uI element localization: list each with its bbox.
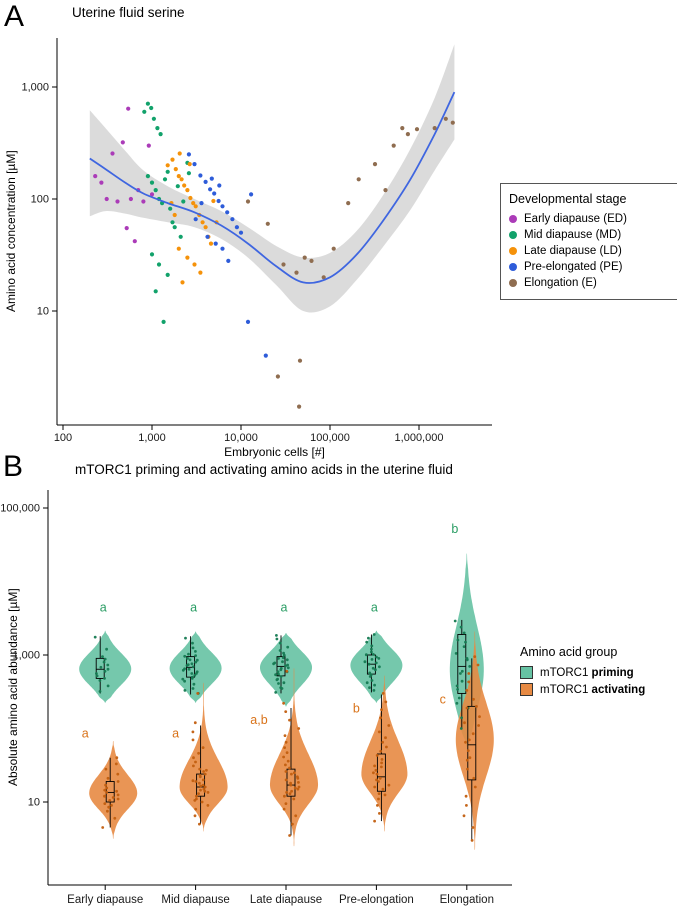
violin-priming-1 — [169, 631, 222, 703]
points-priming-3 — [363, 633, 381, 692]
svg-text:Late diapause: Late diapause — [250, 894, 322, 906]
panel-b: B mTORC1 priming and activating amino ac… — [0, 450, 677, 918]
panel-a-x-axis-label: Embryonic cells [#] — [224, 445, 325, 459]
sig-letter-priming-4: b — [451, 522, 458, 536]
panel-a-title: Uterine fluid serine — [72, 5, 185, 20]
legend-item-mtorc1-activating: mTORC1 activating — [520, 683, 676, 696]
points-activating-1 — [191, 692, 210, 826]
legend-item-elongation: Elongation (E) — [509, 277, 677, 289]
svg-text:1,000: 1,000 — [21, 82, 49, 94]
legend-item-label: mTORC1 priming — [540, 666, 634, 679]
violin-priming-0 — [79, 630, 132, 703]
points-activating-4 — [462, 655, 481, 842]
svg-text:1,000: 1,000 — [138, 432, 166, 444]
svg-text:Early diapause: Early diapause — [67, 894, 143, 906]
sig-letter-activating-3: b — [353, 702, 360, 716]
legend-item-mid-diapause: Mid diapause (MD) — [509, 229, 677, 241]
legend-title: Amino acid group — [520, 645, 618, 659]
points-activating-2 — [282, 669, 301, 837]
panel-a-axes: 100 1,000 10,000 100,000 1,000,000 10 100 1,000 — [21, 38, 492, 444]
boxplot-activating-4 — [467, 658, 477, 841]
mid-diapause-dot-icon — [509, 231, 517, 239]
activating-swatch-icon — [520, 683, 533, 696]
legend-item-early-diapause: Early diapause (ED) — [509, 213, 677, 225]
points-activating-3 — [372, 692, 391, 823]
priming-swatch-icon — [520, 666, 533, 679]
legend-item-label: Pre-elongated (PE) — [524, 261, 623, 273]
legend-item-label: Late diapause (LD) — [524, 245, 622, 257]
panel-b-plot: a a a a a a,b a b b c 10 1,000 100,000 Early diapause… — [0, 490, 512, 906]
scatter-series-md — [142, 101, 191, 324]
violin-activating-0 — [89, 741, 138, 839]
sig-letter-priming-3: a — [371, 601, 378, 615]
violin-activating-3 — [361, 675, 408, 832]
svg-text:100,000: 100,000 — [310, 432, 350, 444]
violin-activating-4 — [455, 631, 494, 850]
sig-letter-activating-0: a — [82, 727, 89, 741]
points-priming-2 — [272, 634, 290, 694]
scatter-series-ed — [93, 106, 155, 244]
panel-b-title: mTORC1 priming and activating amino acid… — [75, 462, 453, 477]
boxplot-priming-1 — [186, 636, 196, 695]
svg-text:100,000: 100,000 — [0, 503, 40, 515]
svg-text:10: 10 — [28, 797, 40, 809]
sig-letter-activating-4: c — [440, 692, 446, 706]
violin-priming-3 — [350, 630, 403, 703]
svg-text:10,000: 10,000 — [224, 432, 258, 444]
boxplot-activating-1 — [196, 725, 206, 825]
late-diapause-dot-icon — [509, 247, 517, 255]
svg-text:Mid diapause: Mid diapause — [161, 894, 229, 906]
elongation-dot-icon — [509, 279, 517, 287]
sig-letter-priming-1: a — [190, 601, 197, 615]
points-priming-4 — [453, 619, 472, 730]
panel-a-plot: 100 1,000 10,000 100,000 1,000,000 10 100 1,000 — [21, 38, 492, 444]
pre-elongated-dot-icon — [509, 263, 517, 271]
svg-text:Pre-elongation: Pre-elongation — [339, 894, 414, 906]
svg-text:10: 10 — [37, 306, 49, 318]
svg-text:Elongation: Elongation — [440, 894, 494, 906]
legend-amino-acid-group: Amino acid group mTORC1 priming mTORC1 a… — [520, 645, 676, 700]
points-activating-0 — [101, 756, 120, 829]
violin-activating-1 — [179, 682, 228, 832]
panel-a-label: A — [4, 0, 25, 33]
boxplot-activating-2 — [286, 708, 296, 836]
sig-letter-priming-2: a — [281, 601, 288, 615]
svg-text:1,000: 1,000 — [12, 650, 40, 662]
legend-developmental-stage: Developmental stage Early diapause (ED) … — [500, 183, 677, 300]
svg-text:100: 100 — [54, 432, 72, 444]
panel-b-label: B — [3, 450, 24, 483]
panel-a: A Uterine fluid serine Amino acid concen… — [4, 0, 677, 459]
scatter-series-e — [245, 116, 455, 409]
legend-item-mtorc1-priming: mTORC1 priming — [520, 666, 676, 679]
panel-b-axes: 10 1,000 100,000 Early diapause Mid diapause… — [0, 490, 512, 906]
legend-item-label: Elongation (E) — [524, 277, 597, 289]
legend-item-label: Mid diapause (MD) — [524, 229, 622, 241]
violin-priming-2 — [260, 633, 312, 707]
sig-letter-activating-1: a — [172, 727, 179, 741]
early-diapause-dot-icon — [509, 215, 517, 223]
scatter-series-pe — [186, 152, 268, 358]
trend-line — [89, 91, 456, 284]
legend-item-pre-elongated: Pre-elongated (PE) — [509, 261, 677, 273]
legend-title: Developmental stage — [509, 192, 627, 206]
violin-activating-2 — [269, 668, 319, 847]
legend-item-label: mTORC1 activating — [540, 683, 646, 696]
svg-text:1,000,000: 1,000,000 — [395, 432, 444, 444]
points-priming-0 — [93, 635, 110, 693]
legend-item-late-diapause: Late diapause (LD) — [509, 245, 677, 257]
svg-text:100: 100 — [31, 194, 49, 206]
boxplot-activating-3 — [376, 694, 386, 822]
confidence-band — [89, 44, 455, 313]
legend-item-label: Early diapause (ED) — [524, 213, 627, 225]
sig-letter-activating-2: a,b — [250, 713, 267, 727]
sig-letter-priming-0: a — [100, 601, 107, 615]
points-priming-1 — [181, 636, 200, 695]
